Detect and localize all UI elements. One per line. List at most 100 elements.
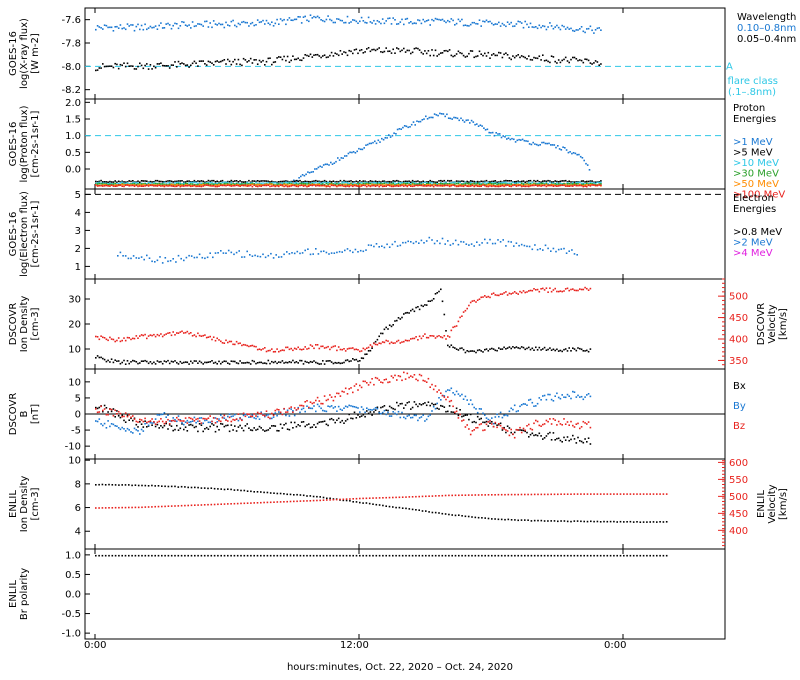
data-point	[211, 26, 213, 29]
data-point	[436, 55, 438, 57]
data-point	[295, 184, 298, 186]
data-point	[387, 411, 389, 414]
data-point	[550, 423, 553, 425]
data-point	[473, 245, 475, 247]
data-point	[415, 336, 417, 338]
data-point	[157, 505, 160, 508]
data-point	[475, 55, 477, 58]
data-point	[468, 350, 470, 353]
data-point	[520, 291, 523, 294]
data-point	[476, 55, 479, 57]
data-point	[457, 414, 460, 417]
data-point	[330, 346, 333, 349]
data-point	[177, 415, 180, 417]
data-point	[425, 381, 428, 383]
data-point	[112, 181, 115, 183]
data-point	[462, 54, 465, 57]
data-point	[302, 421, 305, 423]
data-point	[517, 184, 519, 187]
data-point	[410, 375, 412, 377]
y-tick-label: 5	[75, 393, 81, 404]
data-point	[473, 185, 475, 188]
data-point	[141, 554, 143, 557]
data-point	[198, 420, 201, 422]
data-point	[626, 521, 628, 523]
data-point	[585, 162, 587, 165]
data-point	[494, 422, 497, 425]
data-point	[450, 387, 453, 390]
data-point	[424, 185, 426, 187]
data-point	[290, 59, 292, 62]
data-point	[160, 360, 162, 363]
data-point	[463, 121, 466, 123]
data-point	[577, 422, 579, 425]
y-axis-label: log(Proton flux)	[19, 105, 30, 182]
data-point	[373, 181, 375, 184]
data-point	[349, 498, 351, 500]
data-point	[334, 182, 336, 184]
data-point	[265, 429, 268, 432]
data-point	[575, 396, 578, 398]
data-point	[461, 315, 463, 317]
data-point	[274, 425, 277, 427]
data-point	[130, 417, 132, 420]
data-point	[161, 362, 164, 365]
data-point	[407, 126, 409, 129]
data-point	[573, 426, 576, 428]
data-point	[461, 494, 463, 496]
data-point	[218, 183, 220, 186]
data-point	[537, 144, 540, 147]
data-point	[306, 424, 308, 426]
data-point	[410, 338, 412, 340]
data-point	[139, 62, 141, 65]
data-point	[127, 257, 130, 260]
data-point	[517, 20, 519, 23]
data-point	[542, 395, 544, 397]
data-point	[432, 403, 435, 406]
data-point	[365, 249, 367, 251]
data-point	[523, 244, 526, 247]
data-point	[408, 182, 410, 184]
data-point	[383, 50, 386, 53]
data-point	[315, 344, 317, 346]
data-point	[459, 180, 461, 183]
data-point	[334, 183, 336, 186]
data-point	[447, 344, 449, 347]
data-point	[225, 63, 227, 65]
data-point	[147, 424, 150, 427]
data-point	[454, 239, 457, 242]
data-point	[197, 185, 199, 188]
data-point	[425, 20, 428, 22]
data-point	[432, 19, 435, 22]
data-point	[368, 497, 371, 499]
data-point	[306, 348, 308, 350]
data-point	[207, 417, 210, 419]
data-point	[494, 494, 496, 496]
data-point	[387, 182, 389, 184]
data-point	[213, 554, 216, 557]
data-point	[434, 17, 437, 20]
data-point	[146, 180, 148, 182]
legend-entry: >2 MeV	[733, 238, 773, 249]
data-point	[329, 185, 331, 188]
data-point	[431, 554, 434, 557]
data-point	[309, 184, 312, 186]
data-point	[151, 181, 153, 183]
data-point	[204, 183, 206, 185]
data-point	[140, 428, 143, 431]
data-point	[272, 61, 275, 64]
data-point	[258, 361, 261, 364]
data-point	[260, 180, 262, 182]
data-point	[536, 402, 539, 405]
data-point	[397, 185, 400, 187]
data-point	[464, 182, 467, 185]
data-point	[504, 518, 506, 521]
data-point	[394, 180, 396, 182]
data-point	[341, 390, 343, 393]
data-point	[103, 24, 106, 26]
data-point	[323, 179, 326, 182]
data-point	[556, 290, 558, 293]
data-point	[265, 19, 268, 22]
data-point	[313, 15, 315, 18]
data-point	[548, 142, 550, 145]
